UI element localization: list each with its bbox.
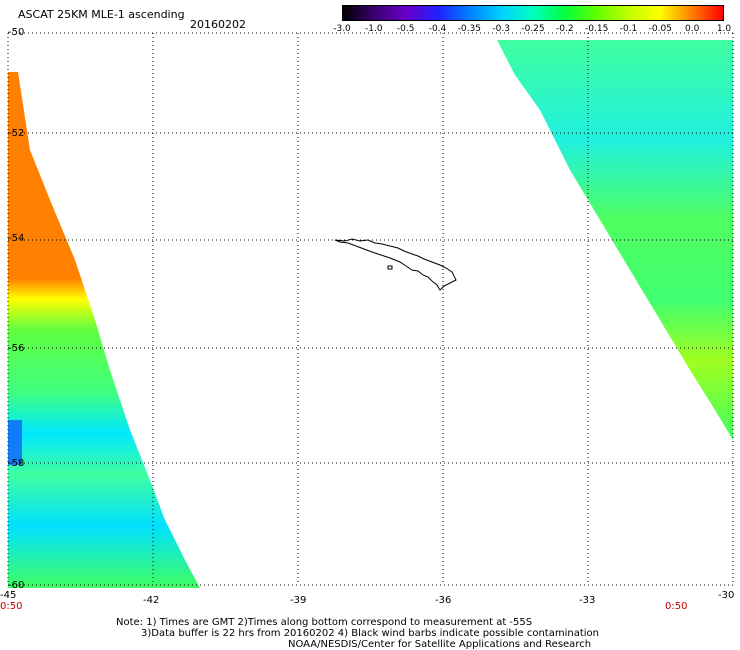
- lon-label: -45: [0, 590, 17, 601]
- note-line-2: 3)Data buffer is 22 hrs from 20160202 4)…: [141, 628, 599, 639]
- map-title: ASCAT 25KM MLE-1 ascending: [18, 8, 185, 21]
- time-label-left: 0:50: [0, 601, 23, 612]
- lon-label: -33: [579, 595, 596, 606]
- swath-left-low-region: [8, 420, 22, 465]
- colorbar-tick-label: -0.25: [521, 24, 545, 34]
- swath-left: [8, 72, 200, 588]
- colorbar-tick-label: 0.0: [684, 24, 700, 34]
- colorbar-tick-label: -0.4: [428, 24, 447, 34]
- lat-label: -56: [8, 343, 25, 354]
- colorbar-tick-label: -0.05: [648, 24, 672, 34]
- lon-label: -39: [290, 595, 307, 606]
- lat-label: -52: [8, 128, 25, 139]
- colorbar-tick-label: -3.0: [333, 24, 351, 34]
- time-label-right: 0:50: [665, 601, 688, 612]
- colorbar-tick-label: -0.1: [619, 24, 638, 34]
- note-line-3: NOAA/NESDIS/Center for Satellite Applica…: [288, 639, 592, 650]
- colorbar-tick-label: -1.0: [365, 24, 383, 34]
- lat-label: -60: [8, 580, 25, 591]
- note-line-1: Note: 1) Times are GMT 2)Times along bot…: [116, 617, 533, 628]
- colorbar-tick-label: -0.15: [585, 24, 609, 34]
- south-georgia-island: [334, 238, 457, 291]
- lon-label: -36: [435, 595, 452, 606]
- colorbar-tick-label: -0.3: [492, 24, 510, 34]
- lon-label: -42: [143, 595, 160, 606]
- lat-label: -58: [8, 458, 25, 469]
- colorbar-tick-label: -0.2: [556, 24, 574, 34]
- map-plot: [7, 32, 734, 588]
- colorbar: [342, 5, 724, 21]
- lon-label: -30: [718, 590, 735, 601]
- swath-right: [497, 40, 733, 440]
- island-islet: [387, 265, 393, 270]
- wind-swaths: [8, 40, 733, 588]
- lat-label: -50: [8, 27, 25, 38]
- colorbar-tick-label: -0.35: [457, 24, 481, 34]
- map-date: 20160202: [190, 18, 246, 31]
- colorbar-tick-label: -0.5: [396, 24, 415, 34]
- colorbar-tick-label: 1.0: [716, 24, 732, 34]
- grid-lines: [7, 32, 734, 586]
- lat-label: -54: [8, 233, 25, 244]
